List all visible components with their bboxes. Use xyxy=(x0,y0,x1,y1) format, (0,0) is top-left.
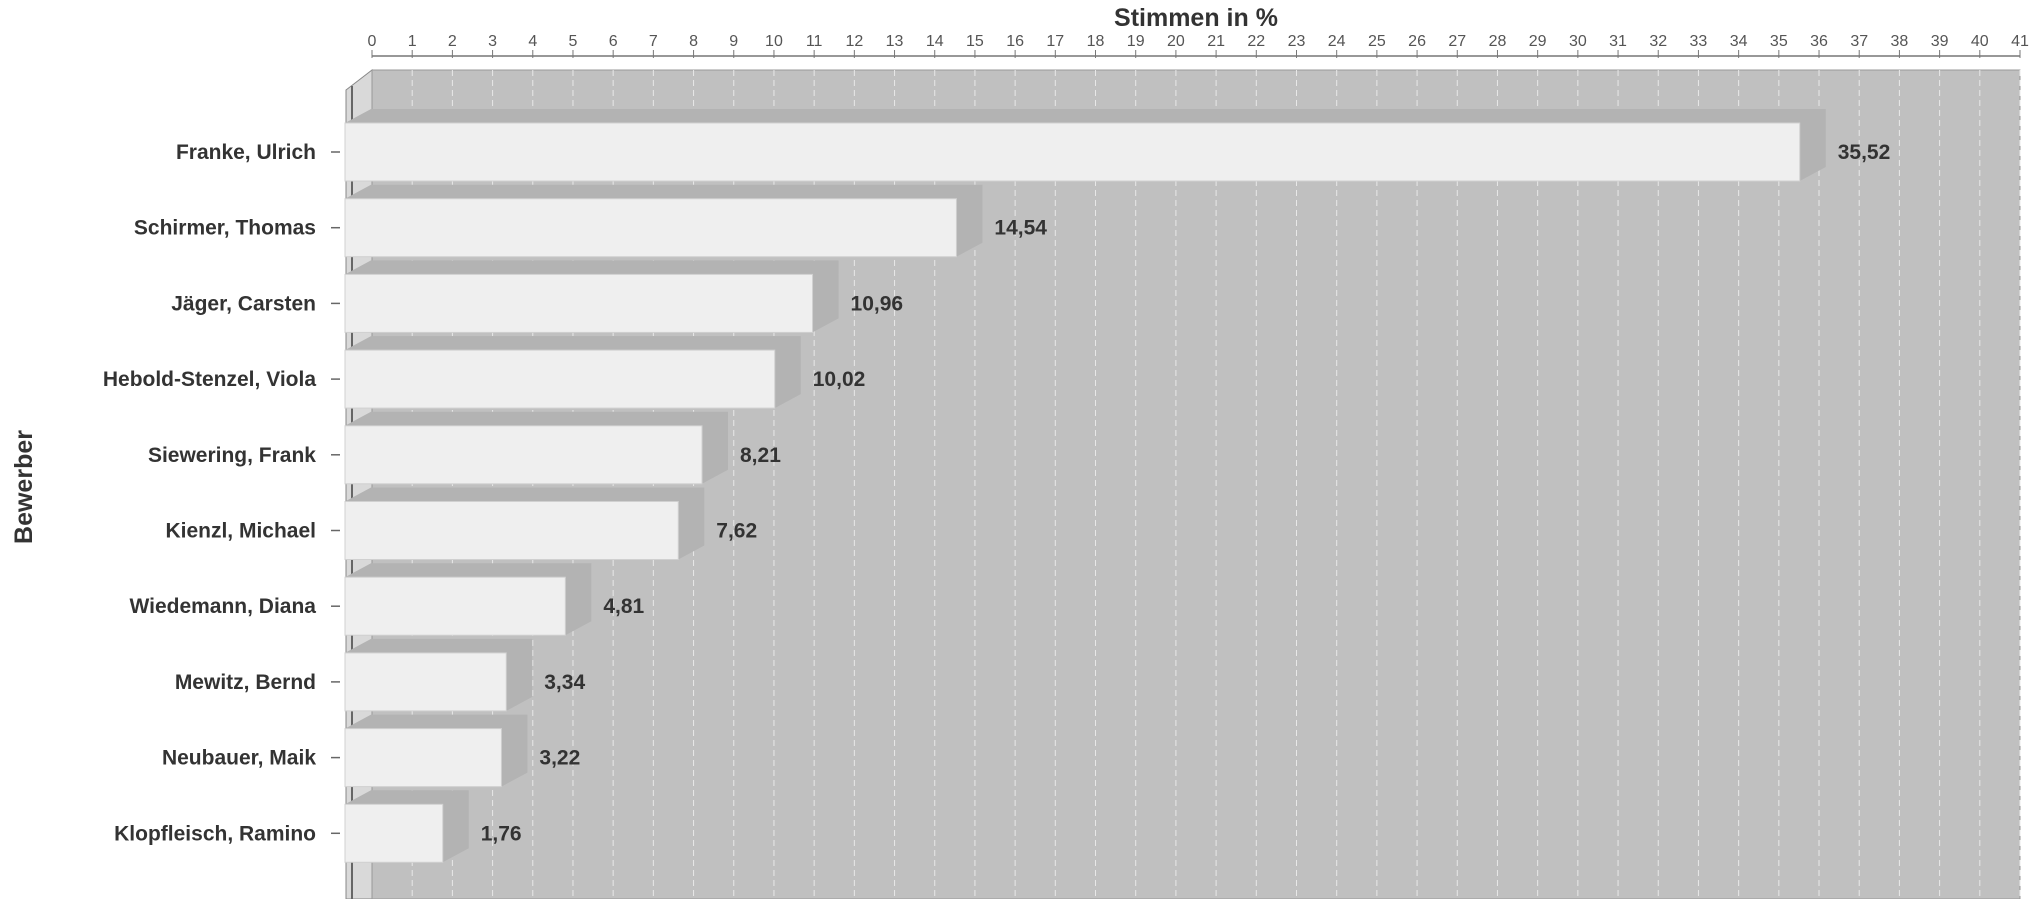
bar-shadow xyxy=(345,336,801,409)
x-tick-label: 26 xyxy=(1408,33,1426,50)
x-tick-label: 7 xyxy=(649,33,658,50)
data-label: 10,02 xyxy=(813,368,866,391)
data-label: 3,22 xyxy=(539,747,580,770)
bar xyxy=(344,122,1801,182)
x-tick-label: 20 xyxy=(1167,33,1185,50)
bar-shadow xyxy=(345,109,1826,181)
x-tick-label: 19 xyxy=(1127,33,1145,50)
bar-shadow xyxy=(345,184,983,257)
x-tick-label: 12 xyxy=(845,33,863,50)
data-label: 4,81 xyxy=(603,595,644,618)
x-tick-label: 23 xyxy=(1288,33,1306,50)
bar xyxy=(344,425,703,485)
x-tick-label: 8 xyxy=(689,33,698,50)
category-label: Siewering, Frank xyxy=(148,444,316,467)
x-tick-label: 27 xyxy=(1448,33,1466,50)
data-label: 8,21 xyxy=(740,444,781,467)
bar-shadow xyxy=(345,790,469,863)
x-tick-label: 17 xyxy=(1046,33,1064,50)
bar xyxy=(344,273,814,333)
data-label: 10,96 xyxy=(851,292,904,315)
bar-shadow xyxy=(345,714,528,787)
data-label: 7,62 xyxy=(716,520,757,543)
x-tick-label: 4 xyxy=(528,33,537,50)
bar xyxy=(344,198,957,258)
x-tick-label: 32 xyxy=(1649,33,1667,50)
data-label: 14,54 xyxy=(994,217,1047,240)
bar-shadow xyxy=(345,487,705,560)
x-tick-label: 30 xyxy=(1569,33,1587,50)
bar xyxy=(344,576,566,636)
x-tick-label: 2 xyxy=(448,33,457,50)
bar-shadow xyxy=(345,411,729,484)
category-label: Kienzl, Michael xyxy=(165,520,316,543)
data-label: 35,52 xyxy=(1838,141,1891,164)
bar-shadow xyxy=(345,638,533,711)
grid-lines xyxy=(411,70,2021,899)
x-tick-label: 3 xyxy=(488,33,497,50)
x-tick-label: 31 xyxy=(1609,33,1627,50)
category-label: Wiedemann, Diana xyxy=(129,595,316,618)
bar xyxy=(344,803,444,863)
x-tick-label: 36 xyxy=(1810,33,1828,50)
x-tick-label: 35 xyxy=(1770,33,1788,50)
x-axis: 0 1 2 3 4 5 6 7 8 9 10 11 12 13 14 15 16 17 18 19 20 21 22 23 24… xyxy=(368,33,2029,58)
x-tick-label: 37 xyxy=(1850,33,1868,50)
x-tick-label: 6 xyxy=(609,33,618,50)
category-label: Hebold-Stenzel, Viola xyxy=(103,368,316,391)
x-tick-label: 18 xyxy=(1087,33,1105,50)
data-label: 1,76 xyxy=(481,822,522,845)
x-tick-label: 40 xyxy=(1971,33,1989,50)
x-tick-label: 28 xyxy=(1489,33,1507,50)
x-tick-label: 29 xyxy=(1529,33,1547,50)
x-tick-label: 39 xyxy=(1931,33,1949,50)
x-tick-label: 22 xyxy=(1247,33,1265,50)
bar xyxy=(344,349,776,409)
x-tick-label: 41 xyxy=(2011,33,2029,50)
category-label: Jäger, Carsten xyxy=(171,292,316,315)
x-tick-label: 34 xyxy=(1730,33,1748,50)
x-tick-label: 38 xyxy=(1891,33,1909,50)
bars: 35,52 14,54 10,96 10,02 8,21 7,62 4,81 3,34 3,22… xyxy=(344,109,1891,863)
bar xyxy=(344,728,502,788)
x-tick-label: 33 xyxy=(1690,33,1708,50)
category-label: Neubauer, Maik xyxy=(162,747,316,770)
bar-shadow xyxy=(345,563,592,636)
x-tick-label: 25 xyxy=(1368,33,1386,50)
x-tick-label: 21 xyxy=(1207,33,1225,50)
x-tick-label: 11 xyxy=(806,33,823,50)
x-tick-label: 1 xyxy=(408,33,417,50)
category-label: Mewitz, Bernd xyxy=(175,671,316,694)
bar xyxy=(344,652,507,712)
category-label: Franke, Ulrich xyxy=(176,141,316,164)
x-tick-label: 16 xyxy=(1006,33,1024,50)
category-label: Schirmer, Thomas xyxy=(134,217,316,240)
bar-shadow xyxy=(345,260,839,333)
x-tick-label: 10 xyxy=(765,33,783,50)
x-tick-label: 13 xyxy=(886,33,904,50)
x-tick-label: 0 xyxy=(368,33,377,50)
bar xyxy=(344,501,679,560)
x-tick-label: 14 xyxy=(926,33,944,50)
x-tick-label: 9 xyxy=(729,33,738,50)
x-tick-label: 24 xyxy=(1328,33,1346,50)
data-label: 3,34 xyxy=(544,671,585,694)
x-tick-label: 5 xyxy=(569,33,578,50)
category-labels: Franke, Ulrich Schirmer, Thomas Jäger, Car… xyxy=(103,141,340,845)
x-tick-label: 15 xyxy=(966,33,984,50)
y-axis-title: Bewerber xyxy=(10,430,38,544)
category-label: Klopfleisch, Ramino xyxy=(114,822,316,845)
x-axis-title: Stimmen in % xyxy=(1114,4,1278,32)
